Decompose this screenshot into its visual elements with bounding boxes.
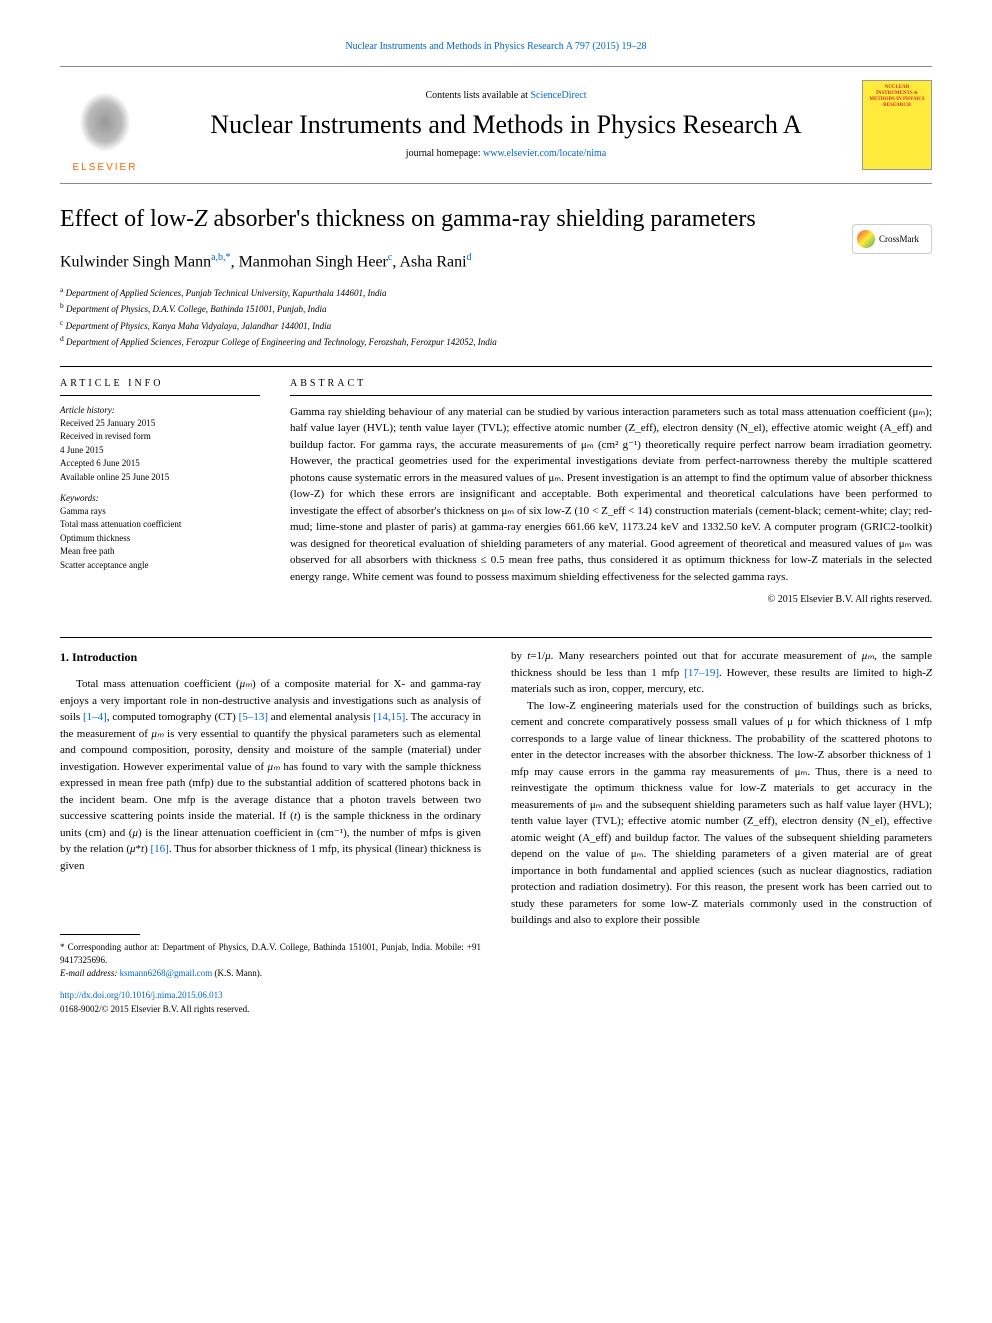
crossmark-icon (857, 230, 875, 248)
col2-para2: The low-Z engineering materials used for… (511, 698, 932, 929)
homepage-link[interactable]: www.elsevier.com/locate/nima (483, 148, 606, 159)
author-1: Kulwinder Singh Mann (60, 254, 211, 271)
header-citation: Nuclear Instruments and Methods in Physi… (60, 40, 932, 54)
elsevier-label: ELSEVIER (73, 161, 138, 175)
col1-para1: Total mass attenuation coefficient (μₘ) … (60, 676, 481, 874)
ref-link-17-19[interactable]: [17–19] (684, 667, 719, 679)
abstract-column: ABSTRACT Gamma ray shielding behaviour o… (290, 377, 932, 608)
email-link[interactable]: ksmann6268@gmail.com (120, 968, 213, 978)
journal-title: Nuclear Instruments and Methods in Physi… (150, 109, 862, 140)
issn-line: 0168-9002/© 2015 Elsevier B.V. All right… (60, 1003, 481, 1016)
info-abstract-row: ARTICLE INFO Article history: Received 2… (60, 377, 932, 608)
header-citation-link[interactable]: Nuclear Instruments and Methods in Physi… (345, 41, 646, 52)
email-label: E-mail address: (60, 968, 120, 978)
affiliations: a Department of Applied Sciences, Punjab… (60, 284, 932, 350)
elsevier-tree-icon (75, 87, 135, 157)
affil-c: Department of Physics, Kanya Maha Vidyal… (66, 321, 332, 331)
footnote-divider (60, 934, 140, 935)
body-columns: 1. Introduction Total mass attenuation c… (60, 648, 932, 1015)
homepage-prefix: journal homepage: (406, 148, 483, 159)
article-info: ARTICLE INFO Article history: Received 2… (60, 377, 260, 608)
doi-line: http://dx.doi.org/10.1016/j.nima.2015.06… (60, 989, 481, 1003)
affil-d: Department of Applied Sciences, Ferozpur… (66, 337, 497, 347)
affil-b: Department of Physics, D.A.V. College, B… (66, 304, 327, 314)
author-1-affil[interactable]: a,b,* (211, 252, 230, 263)
history-label: Article history: (60, 404, 260, 417)
sciencedirect-link[interactable]: ScienceDirect (530, 90, 586, 101)
article-title: Effect of low-Z absorber's thickness on … (60, 204, 932, 235)
journal-cover-thumbnail[interactable]: NUCLEAR INSTRUMENTS & METHODS IN PHYSICS… (862, 80, 932, 170)
corresponding-footnote: * Corresponding author at: Department of… (60, 941, 481, 966)
author-3-affil[interactable]: d (467, 252, 472, 263)
section-1-heading: 1. Introduction (60, 648, 481, 666)
contents-prefix: Contents lists available at (425, 90, 530, 101)
keywords-content: Gamma rays Total mass attenuation coeffi… (60, 505, 260, 573)
journal-homepage: journal homepage: www.elsevier.com/locat… (150, 147, 862, 161)
divider (60, 366, 932, 367)
column-left: 1. Introduction Total mass attenuation c… (60, 648, 481, 1015)
ref-link-14-15[interactable]: [14,15] (373, 711, 405, 723)
affil-a: Department of Applied Sciences, Punjab T… (66, 288, 387, 298)
abstract-copyright: © 2015 Elsevier B.V. All rights reserved… (290, 593, 932, 607)
journal-center: Contents lists available at ScienceDirec… (150, 89, 862, 160)
journal-header: ELSEVIER Contents lists available at Sci… (60, 66, 932, 184)
email-footnote: E-mail address: ksmann6268@gmail.com (K.… (60, 967, 481, 980)
abstract-text: Gamma ray shielding behaviour of any mat… (290, 404, 932, 586)
divider-2 (60, 637, 932, 638)
email-suffix: (K.S. Mann). (212, 968, 262, 978)
column-right: by t=1/μ. Many researchers pointed out t… (511, 648, 932, 1015)
keywords-label: Keywords: (60, 492, 260, 505)
history-content: Received 25 January 2015 Received in rev… (60, 417, 260, 485)
ref-link-1-4[interactable]: [1–4] (83, 711, 107, 723)
elsevier-logo[interactable]: ELSEVIER (60, 75, 150, 175)
abstract-heading: ABSTRACT (290, 377, 932, 396)
authors: Kulwinder Singh Manna,b,*, Manmohan Sing… (60, 251, 932, 274)
author-3: , Asha Rani (392, 254, 466, 271)
ref-link-5-13[interactable]: [5–13] (239, 711, 268, 723)
ref-link-16[interactable]: [16] (151, 843, 169, 855)
info-heading: ARTICLE INFO (60, 377, 260, 396)
crossmark-badge[interactable]: CrossMark (852, 224, 932, 254)
doi-link[interactable]: http://dx.doi.org/10.1016/j.nima.2015.06… (60, 990, 223, 1000)
contents-line: Contents lists available at ScienceDirec… (150, 89, 862, 103)
author-2: , Manmohan Singh Heer (231, 254, 388, 271)
crossmark-label: CrossMark (879, 233, 919, 246)
col2-para1: by t=1/μ. Many researchers pointed out t… (511, 648, 932, 698)
